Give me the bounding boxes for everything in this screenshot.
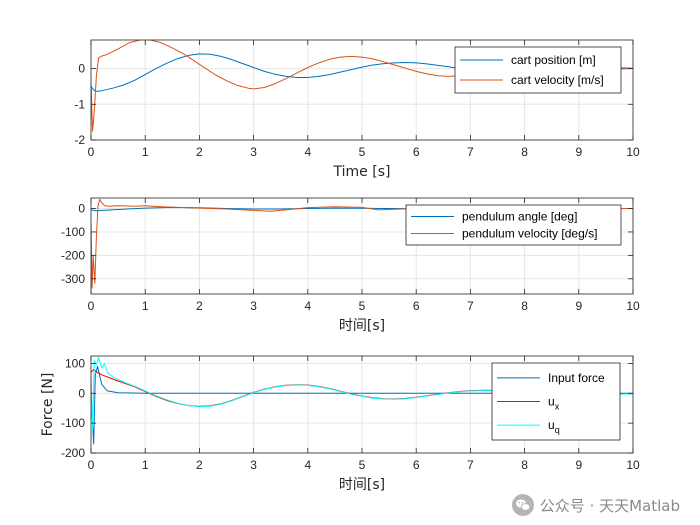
x-tick-label: 2	[196, 458, 203, 472]
x-tick-label: 0	[88, 458, 95, 472]
legend-label: Input force	[548, 371, 605, 385]
y-tick-label: 0	[78, 62, 85, 76]
legend-label: pendulum velocity [deg/s]	[462, 227, 597, 241]
x-axis-label: Time [s]	[333, 164, 391, 180]
y-tick-label: -100	[61, 225, 85, 239]
legend-box	[454, 46, 622, 94]
watermark: 公众号 · 天天Matlab	[511, 493, 680, 517]
legend-label: pendulum angle [deg]	[462, 210, 577, 224]
x-tick-label: 9	[575, 299, 582, 313]
x-tick-label: 7	[467, 458, 474, 472]
x-tick-label: 0	[88, 145, 95, 159]
x-tick-label: 6	[413, 458, 420, 472]
x-tick-label: 7	[467, 145, 474, 159]
x-tick-label: 6	[413, 299, 420, 313]
legend-label: cart velocity [m/s]	[511, 73, 604, 87]
x-tick-label: 8	[521, 145, 528, 159]
legend: pendulum angle [deg] pendulum velocity [d…	[405, 204, 622, 246]
x-tick-label: 4	[304, 458, 311, 472]
panel-2: 0 1 2 3 4 5 6 7 8 9 10 -300 -200 -100 0 时间[s] pendulum a…	[61, 197, 640, 334]
y-tick-label: -2	[74, 133, 85, 147]
x-tick-label: 10	[626, 145, 640, 159]
legend: Input force ux uq	[491, 362, 621, 441]
y-tick-label: -300	[61, 272, 85, 286]
legend-label: cart position [m]	[511, 53, 596, 67]
x-tick-label: 3	[250, 299, 257, 313]
x-tick-label: 9	[575, 458, 582, 472]
x-tick-label: 6	[413, 145, 420, 159]
legend-label: uq	[548, 418, 560, 435]
legend: cart position [m] cart velocity [m/s]	[454, 46, 622, 94]
y-tick-label: 100	[65, 356, 85, 370]
y-tick-label: -200	[61, 248, 85, 262]
panel-3: 0 1 2 3 4 5 6 7 8 9 10 -200 -100 0 100 时间[s] Force [N] In…	[40, 355, 640, 493]
y-tick-label: -200	[61, 446, 85, 460]
y-tick-label: -100	[61, 416, 85, 430]
x-tick-label: 10	[626, 299, 640, 313]
x-tick-label: 7	[467, 299, 474, 313]
panel-1: 0 1 2 3 4 5 6 7 8 9 10 -2 -1 0 Time [s] cart position […	[74, 39, 640, 180]
series-line-1	[91, 365, 633, 445]
x-tick-label: 4	[304, 299, 311, 313]
legend-box	[405, 204, 622, 246]
series-line-3	[91, 357, 633, 430]
x-axis-label: 时间[s]	[339, 318, 385, 334]
x-tick-label: 1	[142, 145, 149, 159]
x-tick-label: 1	[142, 458, 149, 472]
series-line-2	[91, 198, 633, 289]
watermark-text: 公众号 · 天天Matlab	[539, 496, 680, 515]
x-tick-label: 5	[359, 458, 366, 472]
y-axis-label: Force [N]	[40, 373, 56, 437]
y-tick-label: -1	[74, 97, 85, 111]
x-tick-label: 9	[575, 145, 582, 159]
x-tick-label: 8	[521, 458, 528, 472]
x-tick-label: 0	[88, 299, 95, 313]
x-tick-label: 5	[359, 299, 366, 313]
x-tick-label: 1	[142, 299, 149, 313]
x-tick-label: 3	[250, 145, 257, 159]
y-tick-label: 0	[78, 202, 85, 216]
x-tick-label: 10	[626, 458, 640, 472]
x-tick-label: 4	[304, 145, 311, 159]
x-tick-label: 2	[196, 299, 203, 313]
x-tick-label: 8	[521, 299, 528, 313]
x-axis-label: 时间[s]	[339, 477, 385, 493]
x-tick-label: 2	[196, 145, 203, 159]
x-tick-label: 5	[359, 145, 366, 159]
legend-label: ux	[548, 395, 560, 412]
x-tick-label: 3	[250, 458, 257, 472]
y-tick-label: 0	[78, 386, 85, 400]
wechat-logo-icon	[511, 494, 534, 516]
